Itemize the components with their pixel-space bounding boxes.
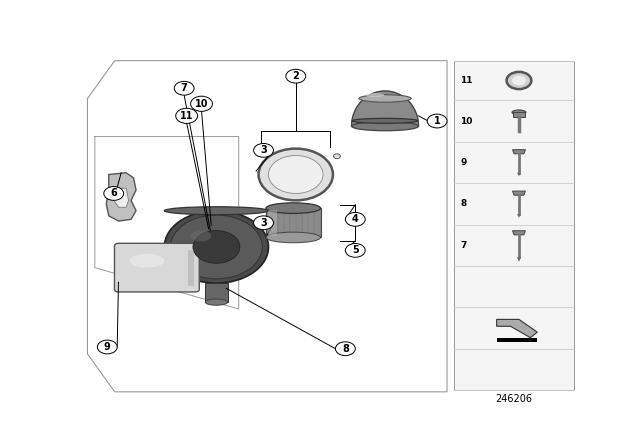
Circle shape — [193, 231, 240, 263]
Circle shape — [191, 96, 212, 112]
Bar — [513, 112, 525, 117]
Circle shape — [286, 69, 306, 83]
Circle shape — [259, 149, 333, 200]
Text: 10: 10 — [195, 99, 208, 109]
Circle shape — [171, 215, 262, 279]
Text: 7: 7 — [460, 241, 467, 250]
Circle shape — [164, 211, 269, 283]
Ellipse shape — [512, 110, 526, 115]
Text: 11: 11 — [460, 76, 473, 85]
Circle shape — [176, 108, 198, 124]
Circle shape — [346, 212, 365, 226]
Bar — [205, 283, 228, 302]
Text: 7: 7 — [180, 83, 188, 93]
Polygon shape — [114, 188, 129, 207]
Circle shape — [104, 186, 124, 200]
Text: 9: 9 — [460, 158, 467, 167]
Ellipse shape — [365, 93, 385, 97]
Circle shape — [253, 216, 273, 230]
Bar — [188, 250, 195, 286]
Ellipse shape — [190, 231, 211, 241]
Bar — [454, 60, 573, 390]
Polygon shape — [517, 214, 521, 218]
Polygon shape — [351, 91, 419, 126]
Ellipse shape — [266, 203, 321, 213]
Ellipse shape — [164, 207, 269, 215]
Text: 246206: 246206 — [495, 394, 532, 404]
Bar — [269, 210, 277, 236]
Ellipse shape — [129, 254, 164, 267]
Text: 4: 4 — [352, 214, 358, 224]
Ellipse shape — [352, 118, 418, 123]
Ellipse shape — [351, 122, 419, 131]
Text: 8: 8 — [460, 199, 467, 208]
Circle shape — [174, 82, 194, 95]
Ellipse shape — [359, 95, 411, 102]
Text: 11: 11 — [180, 111, 193, 121]
Polygon shape — [513, 150, 525, 154]
Text: 8: 8 — [342, 344, 349, 354]
Circle shape — [335, 342, 355, 356]
Text: 9: 9 — [104, 342, 111, 352]
Text: 3: 3 — [260, 218, 267, 228]
Polygon shape — [513, 191, 525, 195]
Circle shape — [428, 114, 447, 128]
Polygon shape — [517, 257, 521, 262]
Bar — [497, 338, 538, 342]
Text: 3: 3 — [260, 145, 267, 155]
Circle shape — [507, 72, 531, 89]
Circle shape — [97, 340, 117, 354]
Bar — [266, 208, 321, 237]
Polygon shape — [513, 231, 525, 235]
Text: 5: 5 — [352, 246, 358, 255]
Ellipse shape — [205, 299, 228, 305]
Circle shape — [346, 244, 365, 257]
Polygon shape — [497, 319, 538, 338]
Text: 6: 6 — [110, 189, 117, 198]
Ellipse shape — [266, 232, 321, 243]
Circle shape — [269, 155, 323, 194]
FancyBboxPatch shape — [115, 243, 199, 292]
Polygon shape — [517, 173, 521, 176]
Circle shape — [333, 154, 340, 159]
Text: 1: 1 — [434, 116, 440, 126]
Circle shape — [253, 143, 273, 157]
Text: 2: 2 — [292, 71, 299, 81]
Circle shape — [512, 76, 526, 85]
Polygon shape — [106, 173, 136, 221]
Text: 10: 10 — [460, 116, 473, 125]
